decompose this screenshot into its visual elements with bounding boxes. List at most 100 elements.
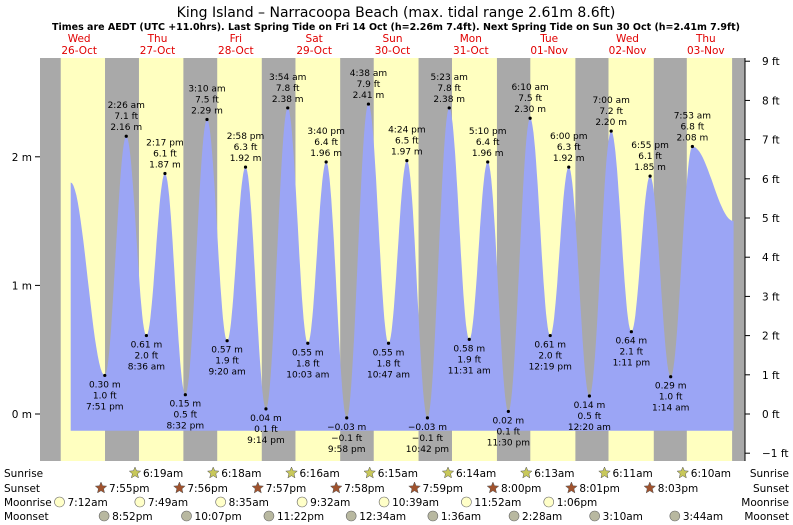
tide-height-ft: 7.9 ft (357, 80, 381, 90)
right-axis-label: 8 ft (762, 95, 780, 107)
chart-title: King Island – Narracoopa Beach (max. tid… (177, 5, 616, 21)
right-axis-label: 4 ft (762, 252, 780, 264)
tide-point (103, 373, 107, 378)
tide-time: 7:53 am (674, 112, 711, 122)
sunset-time: 7:59pm (423, 483, 463, 495)
tide-height-m: 2.38 m (433, 95, 465, 105)
tide-height-m: −0.03 m (327, 423, 366, 433)
tide-height-ft: 6.4 ft (476, 138, 500, 148)
sunrise-marker (363, 466, 377, 479)
tide-height-ft: 2.0 ft (135, 352, 159, 362)
sunset-marker (251, 481, 265, 494)
moonrise-marker (378, 496, 390, 508)
sunset-marker (173, 481, 186, 494)
tide-time: 10:42 pm (406, 445, 449, 455)
tide-height-ft: 0.5 ft (578, 412, 602, 422)
tide-point (324, 160, 328, 164)
sunrise-marker (519, 466, 533, 479)
tide-time: 11:30 pm (487, 438, 530, 448)
right-axis-label: 9 ft (762, 56, 780, 68)
moonrise-time: 7:12am (68, 497, 108, 509)
row-label-left: Moonset (4, 511, 49, 523)
tide-point (467, 337, 471, 342)
sunrise-marker (676, 466, 690, 479)
right-axis-label: 0 ft (762, 409, 780, 421)
sunrise-time: 6:14am (456, 468, 496, 480)
tide-height-m: 0.02 m (493, 416, 525, 426)
tide-height-m: 2.08 m (677, 134, 709, 144)
day-label: Wed (68, 33, 91, 45)
tide-height-ft: 1.0 ft (93, 391, 117, 401)
tide-point (425, 416, 430, 420)
sunset-time: 7:55pm (109, 483, 149, 495)
sunrise-marker (441, 466, 455, 479)
tide-height-m: 1.85 m (634, 163, 666, 173)
sunrise-time: 6:13am (534, 468, 574, 480)
tide-height-m: 2.29 m (191, 107, 223, 117)
tide-time: 12:20 am (568, 423, 611, 433)
tide-height-m: 0.14 m (574, 401, 606, 411)
tide-point (447, 106, 451, 110)
sunrise-time: 6:18am (221, 468, 261, 480)
right-axis-label: 7 ft (762, 135, 780, 147)
tide-point (386, 341, 391, 345)
tide-point (669, 375, 673, 379)
tide-height-ft: 2.1 ft (619, 348, 643, 358)
tide-height-m: 2.20 m (595, 118, 627, 128)
sunrise-marker (285, 466, 298, 479)
tide-height-ft: −0.1 ft (331, 434, 363, 444)
tide-height-ft: 7.5 ft (195, 96, 219, 106)
sunset-marker (486, 481, 500, 494)
tide-height-m: 0.04 m (250, 414, 282, 424)
sunrise-time: 6:19am (143, 468, 183, 480)
tide-time: 11:31 am (448, 366, 491, 376)
tide-time: 2:17 pm (146, 139, 184, 149)
date-label: 31-Oct (453, 45, 489, 57)
right-axis-label: −1 ft (762, 448, 788, 460)
tide-point (486, 160, 490, 164)
tide-height-m: 0.55 m (292, 348, 324, 358)
moonrise-marker (543, 496, 555, 508)
tide-height-m: 2.30 m (514, 105, 546, 115)
tide-point (264, 407, 268, 411)
tide-point (225, 339, 229, 343)
day-label: Wed (616, 33, 639, 45)
sunrise-marker (128, 466, 142, 479)
tide-height-m: 2.41 m (353, 91, 385, 101)
sunset-time: 8:01pm (579, 483, 619, 495)
day-label: Tue (539, 33, 558, 45)
astronomy-table: Sunrise Sunrise Sunset Sunset Moonrise Moonri… (4, 466, 789, 523)
plot-area: Wed26-OctThu27-OctFri28-OctSat29-OctSun3… (12, 33, 788, 461)
tide-height-ft: 1.8 ft (377, 359, 401, 369)
tide-height-m: 0.61 m (131, 341, 163, 351)
moonset-marker (508, 510, 520, 522)
date-label: 28-Oct (218, 45, 254, 57)
moonset-time: 10:07pm (195, 511, 242, 523)
tide-point (506, 409, 510, 414)
tide-height-ft: 0.1 ft (254, 425, 278, 435)
tide-time: 9:14 pm (247, 436, 285, 446)
left-axis-label: 0 m (12, 409, 32, 421)
moonset-time: 11:22pm (277, 511, 324, 523)
day-label: Sun (383, 33, 403, 45)
tide-height-ft: 7.8 ft (276, 84, 300, 94)
sunset-marker (643, 481, 657, 494)
sunrise-marker (206, 466, 220, 479)
moonset-time: 1:36am (441, 511, 481, 523)
tide-point (124, 134, 128, 138)
tide-height-m: 1.96 m (472, 149, 504, 159)
tide-height-m: 2.16 m (110, 123, 142, 133)
moonset-time: 3:44am (683, 511, 723, 523)
tide-height-ft: −0.1 ft (412, 434, 444, 444)
row-label-right: Moonset (744, 511, 789, 523)
tide-point (690, 144, 694, 149)
left-axis-label: 1 m (12, 280, 32, 292)
tide-point (183, 393, 187, 397)
tide-height-m: 0.57 m (211, 346, 243, 356)
row-label-left: Sunrise (4, 468, 43, 480)
tide-height-ft: 6.1 ft (153, 150, 177, 160)
tide-time: 7:51 pm (86, 402, 124, 412)
moonrise-marker (461, 496, 472, 508)
tide-time: 1:11 pm (613, 359, 651, 369)
